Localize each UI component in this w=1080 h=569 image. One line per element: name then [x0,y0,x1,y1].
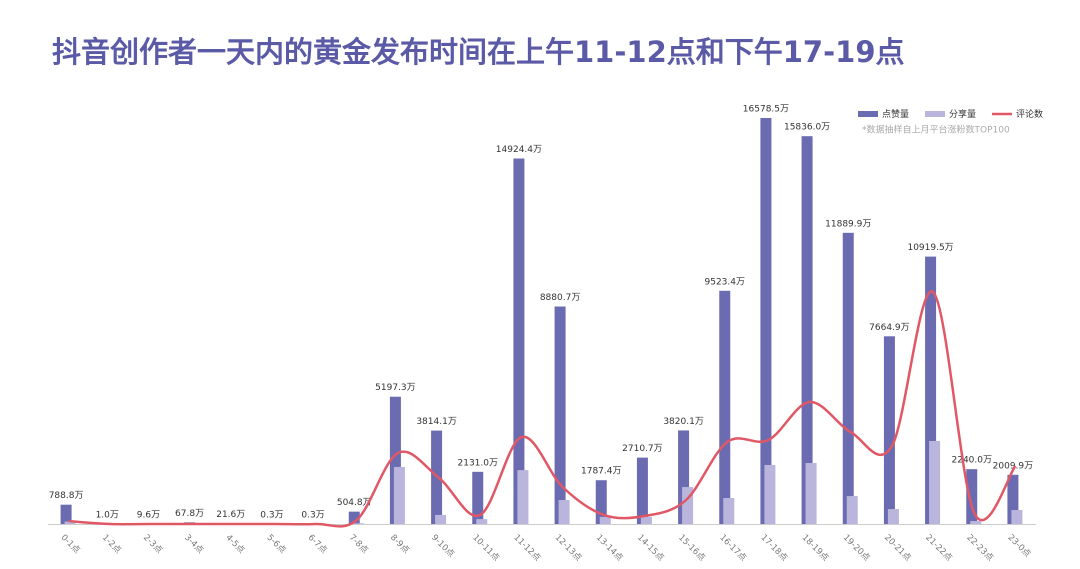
x-tick-label: 1-2点 [100,533,123,556]
data-label: 1787.4万 [581,467,622,477]
bar [641,517,652,524]
x-tick-label: 21-22点 [923,533,954,564]
x-tick-label: 19-20点 [841,533,872,564]
x-tick-label: 16-17点 [717,533,748,564]
bar [513,159,524,524]
bar [600,517,611,524]
data-label: 1.0万 [96,510,119,520]
data-label: 10919.5万 [907,243,953,253]
x-tick-label: 20-21点 [882,533,913,564]
x-tick-label: 12-13点 [553,533,584,564]
x-tick-label: 14-15点 [635,533,666,564]
data-label: 9.6万 [137,510,160,520]
data-label: 788.8万 [49,491,84,501]
data-label: 14924.4万 [496,145,542,155]
x-tick-label: 2-3点 [141,533,164,556]
bar [435,515,446,524]
x-tick-label: 5-6点 [265,533,288,556]
data-label: 2710.7万 [622,444,663,454]
bar [764,465,775,524]
bar [637,458,648,524]
x-tick-label: 18-19点 [800,533,831,564]
x-tick-label: 8-9点 [388,533,411,556]
data-label: 7664.9万 [869,323,910,333]
bar [723,498,734,524]
data-label: 15836.0万 [784,123,830,133]
legend-label: 评论数 [1016,108,1043,120]
bar [394,467,405,524]
data-label: 9523.4万 [705,277,746,287]
bar [555,307,566,524]
x-tick-label: 6-7点 [306,533,329,556]
bar [843,233,854,524]
legend-label: 分享量 [949,108,976,120]
data-label: 21.6万 [216,510,245,520]
bar [559,500,570,524]
x-tick-label: 10-11点 [470,533,501,564]
bar [888,509,899,524]
chart-title: 抖音创作者一天内的黄金发布时间在上午11-12点和下午17-19点 [52,35,905,69]
x-tick-label: 13-14点 [594,533,625,564]
x-tick-label: 22-23点 [964,533,995,564]
bar [970,521,981,524]
bar [929,441,940,524]
data-label: 8880.7万 [540,293,581,303]
x-tick-label: 4-5点 [223,533,246,556]
chart-note: *数据抽样自上月平台涨粉数TOP100 [862,124,1010,136]
x-tick-label: 3-4点 [182,533,205,556]
x-tick-label: 23-0点 [1006,533,1033,560]
bar [1011,510,1022,524]
bar [517,470,528,524]
bar [476,519,487,524]
x-tick-label: 9-10点 [429,533,456,560]
data-label: 2131.0万 [458,458,499,468]
bar [806,463,817,524]
bar [760,118,771,524]
data-label: 0.3万 [260,510,283,520]
data-label: 2240.0万 [952,456,993,466]
x-tick-label: 0-1点 [59,533,82,556]
bar [847,496,858,524]
data-label: 3820.1万 [663,417,704,427]
data-label: 3814.1万 [416,417,457,427]
data-label: 16578.5万 [743,105,789,115]
data-label: 0.3万 [301,510,324,520]
bar [884,336,895,524]
data-label: 11889.9万 [825,219,871,229]
x-tick-label: 7-8点 [347,533,370,556]
x-tick-label: 17-18点 [759,533,790,564]
x-tick-label: 11-12点 [512,533,543,564]
data-label: 5197.3万 [375,383,416,393]
x-tick-label: 15-16点 [676,533,707,564]
legend-swatch [925,111,945,117]
data-label: 67.8万 [175,509,204,519]
legend-label: 点赞量 [882,108,909,120]
legend-swatch [858,111,878,117]
bar [719,291,730,524]
